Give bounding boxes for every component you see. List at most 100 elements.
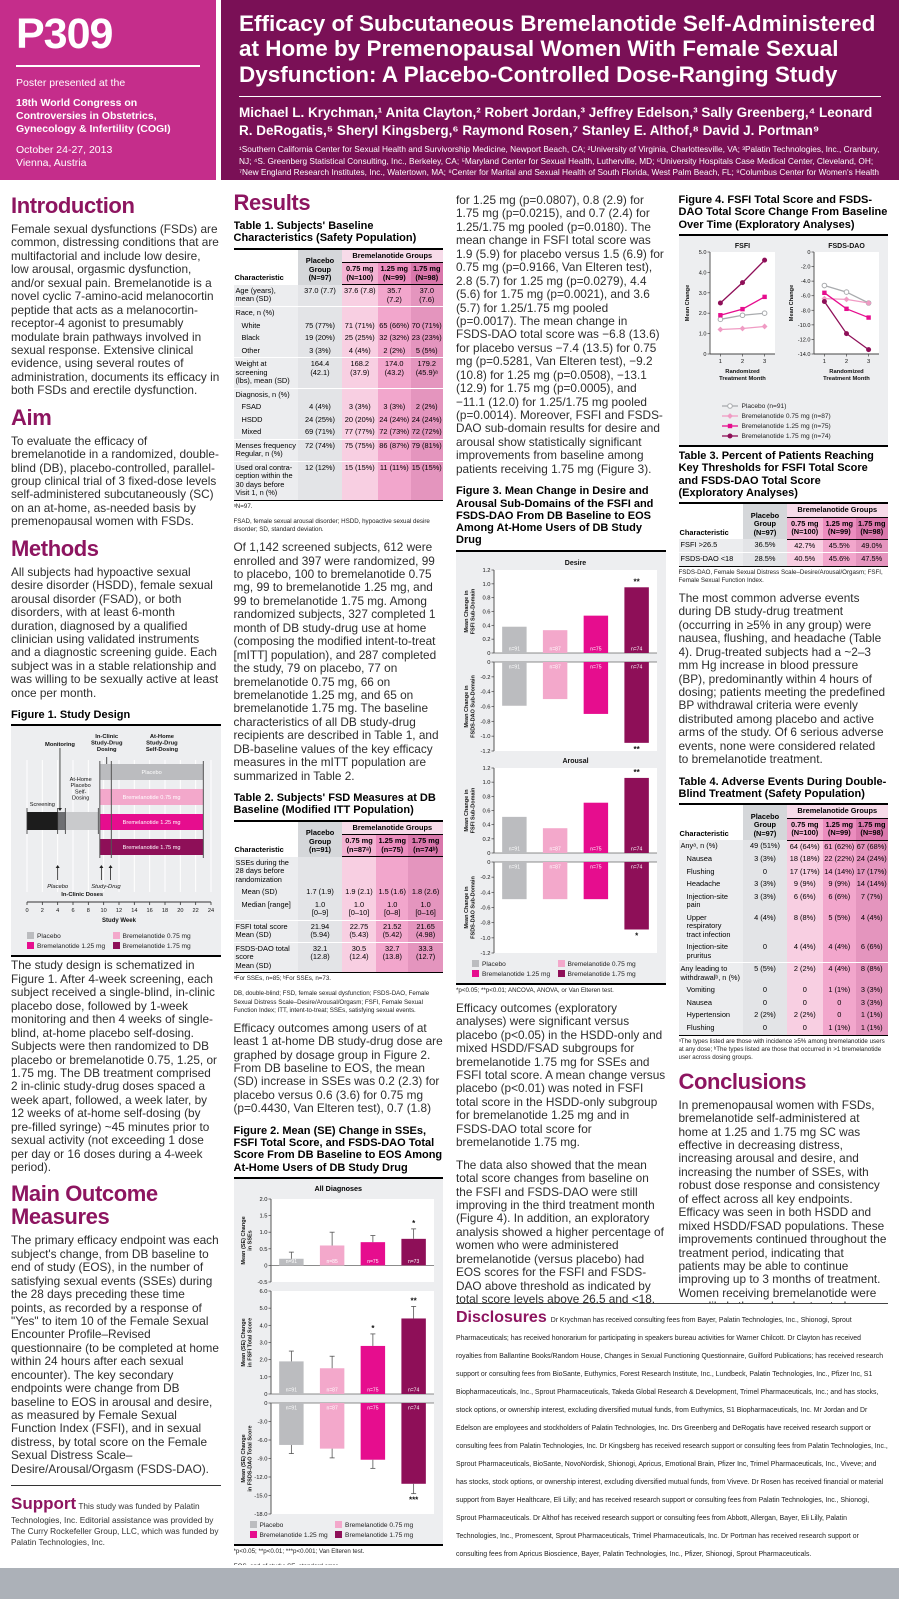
table-row: Nausea 0 0 0 3 (3%) bbox=[678, 996, 888, 1010]
figure2-bar-chart: All Diagnoses 2.0 1.5 1.0 0.5 0 -0.5 n=91 n=85 n=… bbox=[233, 1176, 444, 1565]
svg-text:Study-Drug: Study-Drug bbox=[91, 884, 121, 890]
svg-text:n=91: n=91 bbox=[508, 646, 519, 652]
svg-text:-1.0: -1.0 bbox=[480, 936, 490, 942]
figure3-bar-chart: Desire 1.2 1.0 0.8 0.6 0.4 0.2 0 n=91 n=87 n=75 n=7… bbox=[456, 549, 666, 995]
poster-title: Efficacy of Subcutaneous Bremelanotide S… bbox=[239, 11, 876, 87]
svg-text:n=91: n=91 bbox=[286, 1387, 297, 1393]
svg-text:8: 8 bbox=[87, 908, 90, 914]
line-chart-panel: FSFI 5.0 4.0 3.0 2.0 1.0 0 1 2 3 Randomized Treatme… bbox=[685, 243, 775, 382]
support-heading: Support bbox=[11, 1494, 77, 1514]
svg-text:0.6: 0.6 bbox=[482, 808, 490, 814]
svg-text:**: ** bbox=[633, 577, 640, 586]
table-row: Any leading to withdrawalᵇ, n (%) 5 (5%) 2… bbox=[678, 962, 888, 985]
results-heading: Results bbox=[233, 190, 311, 215]
study-design-schematic: Monitoring In-Clinic Study-Drug Dosing At-Ho… bbox=[25, 734, 214, 924]
svg-text:0: 0 bbox=[265, 1392, 268, 1397]
presented-at: Poster presented at the bbox=[16, 77, 126, 89]
table-row: HSDD 24 (25%) 20 (20%) 24 (24%) 24 (24%) bbox=[233, 413, 443, 427]
svg-text:16: 16 bbox=[146, 908, 152, 914]
svg-text:1: 1 bbox=[822, 359, 825, 365]
svg-text:0: 0 bbox=[487, 860, 490, 866]
svg-text:-1.2: -1.2 bbox=[480, 749, 490, 754]
svg-text:n=73: n=73 bbox=[408, 1259, 419, 1265]
svg-text:2: 2 bbox=[741, 359, 744, 365]
table-footnote: ᵃN=97. bbox=[233, 502, 253, 510]
svg-text:0: 0 bbox=[265, 1401, 268, 1407]
bar-panel: Arousal 1.2 1.0 0.8 0.6 0.4 0.2 0 n=91 n=87 n=75 n=… bbox=[464, 758, 657, 856]
svg-text:Arousal: Arousal bbox=[562, 758, 588, 765]
table-row: Menses frequency Regular, n (%) 72 (74%) 7… bbox=[233, 438, 443, 462]
svg-text:Mean Change inFSDS-DAO Sub-Dom: Mean Change inFSDS-DAO Sub-Domain bbox=[464, 674, 476, 737]
figure-legend: Placebo Bremelanotide 0.75 mg Bremelanotid… bbox=[236, 1517, 442, 1541]
svg-text:-0.2: -0.2 bbox=[480, 875, 490, 881]
svg-text:n=75: n=75 bbox=[367, 1387, 378, 1393]
legend-swatch bbox=[27, 942, 34, 950]
svg-text:**: ** bbox=[633, 745, 640, 754]
table-footnote: ᵃFor SSEs, n=85; ᵇFor SSEs, n=73. bbox=[233, 975, 332, 983]
figure-legend: Placebo (n=91) Bremelanotide 0.75 mg (n=8… bbox=[681, 398, 887, 442]
table-row: Injection-site pruritus 0 4 (4%) 4 (4%) 6 (6… bbox=[678, 941, 888, 963]
svg-text:Study Week: Study Week bbox=[102, 918, 137, 924]
svg-text:0: 0 bbox=[487, 851, 490, 856]
disclosures-text: Dr Krychman has received consulting fees… bbox=[456, 1317, 888, 1558]
support-block: Support This study was funded by Palatin… bbox=[11, 1493, 221, 1547]
svg-text:3: 3 bbox=[867, 359, 870, 365]
svg-text:-15.0: -15.0 bbox=[255, 1493, 268, 1499]
table-row: Flushing 0 0 1 (1%) 1 (1%) bbox=[678, 1022, 888, 1036]
svg-text:**: ** bbox=[633, 768, 640, 777]
svg-text:1: 1 bbox=[719, 359, 722, 365]
svg-text:0: 0 bbox=[703, 352, 706, 358]
bar-panel: 2.0 1.5 1.0 0.5 0 -0.5 n=91 n=85 n=75 n=73 * Mean (… bbox=[241, 1197, 435, 1285]
column-introduction: Introduction Female sexual dysfunctions … bbox=[11, 186, 221, 1565]
svg-text:1.0: 1.0 bbox=[482, 582, 490, 588]
svg-text:2: 2 bbox=[845, 359, 848, 365]
study-design-text: The study design is schematized in Figur… bbox=[11, 958, 217, 1174]
svg-text:n=91: n=91 bbox=[286, 1259, 297, 1265]
svg-text:4.0: 4.0 bbox=[699, 270, 707, 276]
table-row: FSDS-DAO <18 28.5% 40.5% 45.6% 47.5% bbox=[678, 552, 888, 567]
svg-text:Mean (SE) Changein FSFI Total: Mean (SE) Changein FSFI Total Score bbox=[241, 1318, 253, 1367]
svg-text:3.0: 3.0 bbox=[260, 1340, 268, 1346]
methods-text: All subjects had hypoactive sexual desir… bbox=[11, 564, 219, 700]
figure1-caption: Figure 1. Study Design bbox=[11, 709, 131, 722]
svg-text:n=75: n=75 bbox=[590, 646, 601, 652]
svg-text:6.0: 6.0 bbox=[260, 1289, 268, 1295]
aim-heading: Aim bbox=[11, 404, 52, 430]
footer-bar bbox=[0, 1568, 899, 1599]
svg-text:0.2: 0.2 bbox=[482, 637, 490, 643]
data-table: Characteristic Placebo Group (N=97) Bremel… bbox=[678, 502, 888, 567]
svg-text:FSDS-DAO: FSDS-DAO bbox=[828, 243, 865, 250]
figure-footnote: EOS, end of study; SE, standard error. bbox=[234, 1563, 444, 1565]
table-footnote: ᵃThe types listed are those with inciden… bbox=[678, 1037, 885, 1061]
bar-panel: 0 -0.2 -0.4 -0.6 -0.8 -1.0 -1.2 n=91 n=87 n=75 n=7… bbox=[464, 860, 657, 956]
svg-text:4: 4 bbox=[56, 908, 59, 914]
table-row: Anyᵃ, n (%) 49 (51%) 64 (64%) 61 (62%) 67 (6… bbox=[678, 840, 888, 854]
svg-text:3: 3 bbox=[763, 359, 766, 365]
svg-text:1.0: 1.0 bbox=[699, 332, 707, 338]
svg-text:1.0: 1.0 bbox=[482, 780, 490, 786]
svg-text:Monitoring: Monitoring bbox=[45, 742, 75, 748]
svg-text:-0.4: -0.4 bbox=[480, 890, 491, 896]
svg-text:-12.0: -12.0 bbox=[797, 337, 810, 343]
svg-text:Mean Change: Mean Change bbox=[685, 285, 691, 321]
results-sse-text: Efficacy outcomes among users of at leas… bbox=[233, 1020, 443, 1116]
svg-text:20: 20 bbox=[177, 908, 183, 914]
svg-text:-4.0: -4.0 bbox=[800, 279, 810, 285]
table-row: Hypertension 2 (2%) 2 (2%) 0 1 (1%) bbox=[678, 1009, 888, 1022]
svg-text:1.2: 1.2 bbox=[482, 568, 490, 574]
svg-text:n=91: n=91 bbox=[286, 1405, 297, 1411]
table-row: Race, n (%) bbox=[233, 306, 443, 320]
figure1-study-design-chart: Monitoring In-Clinic Study-Drug Dosing At-Ho… bbox=[11, 724, 221, 958]
svg-text:-8.0: -8.0 bbox=[800, 308, 810, 314]
table-footnote: DB, double-blind; FSD, female sexual dys… bbox=[233, 990, 430, 1014]
svg-text:n=74: n=74 bbox=[631, 846, 642, 852]
figure3-caption: Figure 3. Mean Change in Desire and Arou… bbox=[456, 485, 654, 547]
table-row: Injection-site pain 3 (3%) 6 (6%) 6 (6%) 7 (… bbox=[678, 890, 888, 912]
figure-footnote: *p<0.05; **p<0.01; ANCOVA, ANOVA, or Van… bbox=[456, 986, 614, 994]
results-screened-text: Of 1,142 screened subjects, 612 were enr… bbox=[233, 540, 439, 783]
results-adverse-text: The most common adverse events during DB… bbox=[678, 590, 886, 767]
table-row: Mixed 69 (71%) 77 (77%) 72 (73%) 72 (72%) bbox=[233, 426, 443, 440]
table-row: SSEs during the 28 days before randomiza… bbox=[233, 856, 443, 887]
svg-text:4.0: 4.0 bbox=[260, 1323, 268, 1329]
